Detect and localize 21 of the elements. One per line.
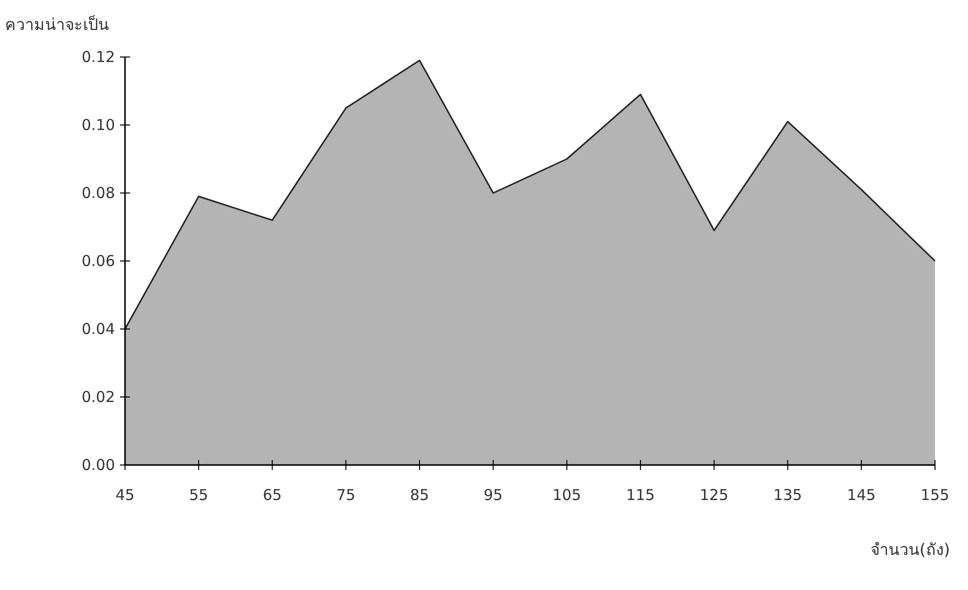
x-tick-label: 105: [552, 486, 582, 504]
x-tick-label: 55: [189, 486, 208, 504]
y-tick-label: 0.12: [82, 48, 115, 66]
y-tick-label: 0.00: [82, 456, 115, 474]
x-tick-label: 135: [773, 486, 802, 504]
x-tick-label: 145: [847, 486, 876, 504]
y-tick-label: 0.10: [82, 116, 115, 134]
y-tick-label: 0.02: [82, 388, 115, 406]
x-axis-title: จำนวน(ถัง): [870, 540, 950, 559]
y-tick-label: 0.06: [82, 252, 115, 270]
x-tick-label: 85: [410, 486, 430, 504]
x-tick-label: 45: [115, 486, 135, 504]
x-tick-label: 155: [920, 486, 950, 504]
x-tick-label: 75: [336, 486, 356, 504]
y-axis-title: ความน่าจะเป็น: [5, 14, 109, 34]
x-tick-label: 115: [626, 486, 655, 504]
y-tick-label: 0.08: [82, 184, 115, 202]
y-tick-label: 0.04: [82, 320, 115, 338]
x-tick-label: 65: [262, 486, 282, 504]
x-tick-label: 95: [484, 486, 503, 504]
x-tick-label: 125: [700, 486, 728, 504]
